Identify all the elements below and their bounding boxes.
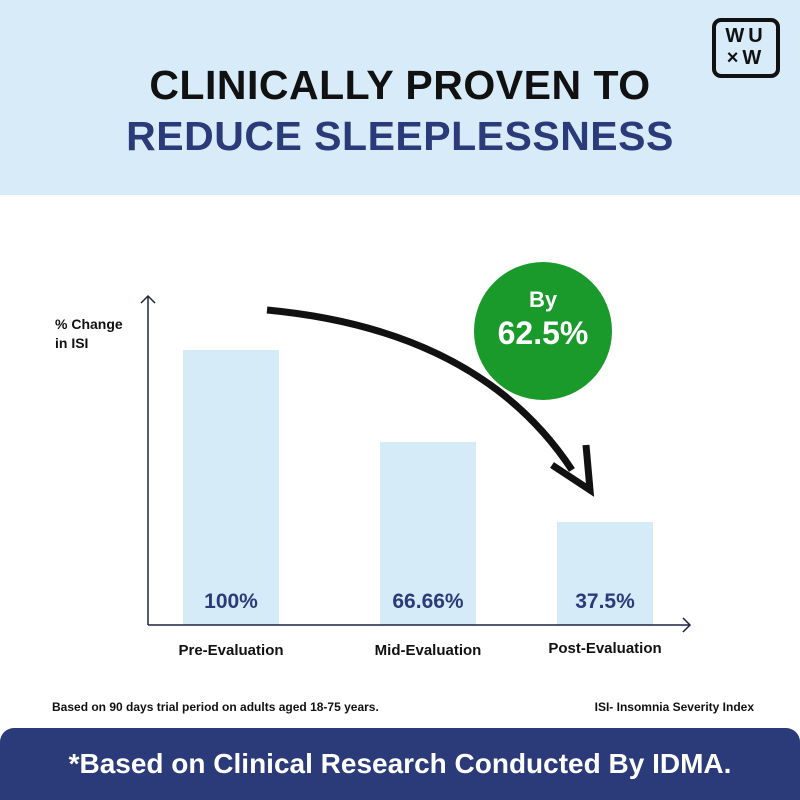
logo-line-1: WU	[725, 25, 767, 47]
badge-prefix: By	[528, 287, 558, 312]
x-axis-arrow-icon	[682, 617, 692, 633]
logo-line-2: ×W	[726, 47, 766, 69]
title-line-2: REDUCE SLEEPLESSNESS	[126, 113, 674, 159]
bar-value-label: 37.5%	[575, 590, 635, 613]
bar-pre-evaluation	[183, 350, 279, 625]
brand-logo: WU ×W	[712, 18, 780, 78]
header-band: CLINICALLY PROVEN TO REDUCE SLEEPLESSNES…	[0, 0, 800, 195]
title-line-1: CLINICALLY PROVEN TO	[149, 62, 651, 108]
bar-value-label: 66.66%	[392, 590, 464, 613]
y-axis-arrow-icon	[140, 294, 156, 304]
trend-arrowhead-icon	[550, 444, 595, 497]
reduction-badge: By 62.5%	[474, 262, 612, 400]
bar-mid-evaluation	[380, 441, 476, 625]
trial-note: Based on 90 days trial period on adults …	[52, 700, 379, 714]
badge-value: 62.5%	[497, 315, 589, 351]
y-label-line-2: in ISI	[55, 335, 89, 351]
bar-post-evaluation	[557, 521, 653, 625]
y-axis-label: % Change in ISI	[55, 315, 123, 353]
footer-banner: *Based on Clinical Research Conducted By…	[0, 728, 800, 800]
y-label-line-1: % Change	[55, 316, 123, 332]
x-tick-label: Pre-Evaluation	[178, 642, 284, 659]
isi-note: ISI- Insomnia Severity Index	[594, 700, 754, 714]
x-tick-label: Post-Evaluation	[548, 640, 662, 657]
bar-value-label: 100%	[204, 590, 258, 613]
trend-arrow	[266, 306, 575, 472]
x-tick-label: Mid-Evaluation	[374, 642, 482, 659]
